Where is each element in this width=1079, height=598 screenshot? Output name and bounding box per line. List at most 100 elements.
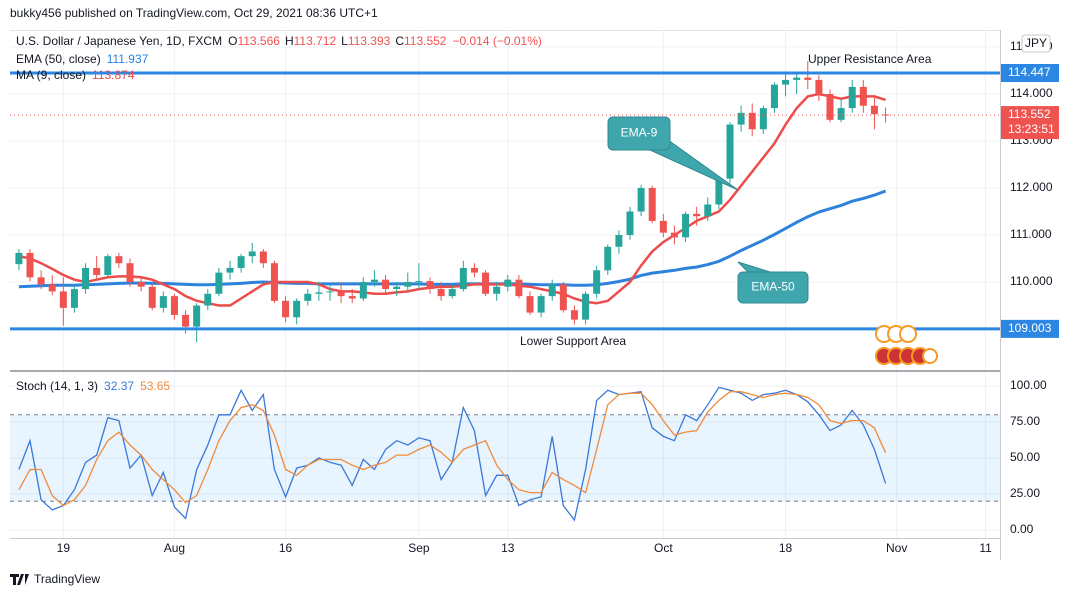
candle-body [559,284,567,311]
candle-body [515,279,523,297]
ohlc-prefix: C [395,34,404,48]
ohlc-value: 113.712 [294,34,337,48]
candle-body [837,108,845,120]
candle-body [582,293,590,320]
candle-body [137,282,145,287]
y-tick-label: 50.00 [1010,450,1040,464]
candle-body [315,292,323,294]
price-badge [1001,64,1059,83]
ohlc-prefix: L [341,34,348,48]
candle-body [359,282,367,299]
candle-body [26,252,34,278]
candle-body [604,246,612,271]
band-fill [10,414,1000,502]
candle-body [782,79,790,85]
candle-body [226,267,234,273]
level-label: Lower Support Area [520,334,626,348]
candle-body [737,112,745,125]
logo [10,574,29,585]
candle-body [448,289,456,297]
legend-name: EMA (50, close) [16,52,101,66]
candle-body [593,270,601,294]
ohlc-value: 113.393 [348,34,391,48]
candle-body [693,213,701,217]
candle-body [682,213,690,238]
candle-body [759,108,767,130]
candle-body [815,79,823,95]
candle-body [182,314,190,327]
currency-box [1021,34,1051,53]
symbol: U.S. Dollar / Japanese Yen, 1D, FXCM [16,34,222,48]
candle-body [337,291,345,297]
x-tick-label: 16 [279,541,293,555]
x-tick-label: Aug [164,541,185,555]
candle-body [804,77,812,80]
ohlc-value: 113.552 [404,34,447,48]
x-tick-label: Nov [886,541,907,555]
candle-body [170,296,178,315]
price-badge [1001,319,1059,338]
candle-body [148,286,156,308]
candle-body [848,86,856,109]
level-label: Upper Resistance Area [808,52,932,66]
candle-body [704,204,712,217]
candle-body [526,296,534,313]
callout-box [737,271,809,304]
stoch-value: 53.65 [140,379,170,393]
candle-body [670,232,678,238]
flag-icons [875,325,938,365]
candle-body [493,286,501,294]
stoch-value: 32.37 [104,379,134,393]
candle-body [748,112,756,130]
candle-body [415,281,423,283]
candle-body [126,263,134,283]
candle-body [870,105,878,115]
y-tick-label: 114.000 [1010,86,1053,100]
y-tick-label: 110.000 [1010,274,1053,288]
candle-body [48,284,56,292]
x-tick-label: 19 [57,541,71,555]
candle-body [437,289,445,297]
candle-body [726,124,734,179]
change: −0.014 (−0.01%) [452,34,541,48]
stoch-legend: Stoch (14, 1, 3) 32.37 53.65 [16,379,170,393]
candle-body [382,279,390,290]
candle-body [470,267,478,273]
candle-body [59,291,67,308]
candle-body [270,263,278,301]
legend-entry: MA (9, close) 113.874 [16,68,135,82]
candle-body [259,251,267,264]
candle-body [882,114,890,116]
x-tick-label: 11 [979,541,992,555]
callout-text: EMA-50 [751,280,795,294]
candle-body [282,300,290,318]
x-tick-label: Sep [408,541,430,555]
y-tick-label: 0.00 [1010,522,1034,536]
candle-body [293,300,301,318]
candle-body [104,256,112,275]
y-tick-label: 25.00 [1010,486,1040,500]
published-note: bukky456 published on TradingView.com, O… [10,6,378,20]
main-layer: 110.000111.000112.000113.000114.000115.0… [10,30,1059,555]
candle-body [859,86,867,106]
x-tick-label: Oct [654,541,673,555]
candle-body [537,296,545,313]
candle-body [570,310,578,320]
candle-body [404,282,412,287]
legend-value: 113.874 [92,68,135,82]
candle-body [37,277,45,285]
candle-body [793,77,801,80]
candle-body [70,289,78,308]
candle-body [193,305,201,327]
footer: TradingView [34,572,100,586]
candle-body [715,178,723,205]
candle-body [237,256,245,268]
candle-body [826,94,834,120]
candle-body [370,279,378,283]
currency: JPY [1025,36,1047,50]
candle-body [659,220,667,233]
ohlc-prefix: O [228,34,237,48]
callout-text: EMA-9 [621,126,658,140]
countdown: 13:23:51 [1008,122,1055,136]
